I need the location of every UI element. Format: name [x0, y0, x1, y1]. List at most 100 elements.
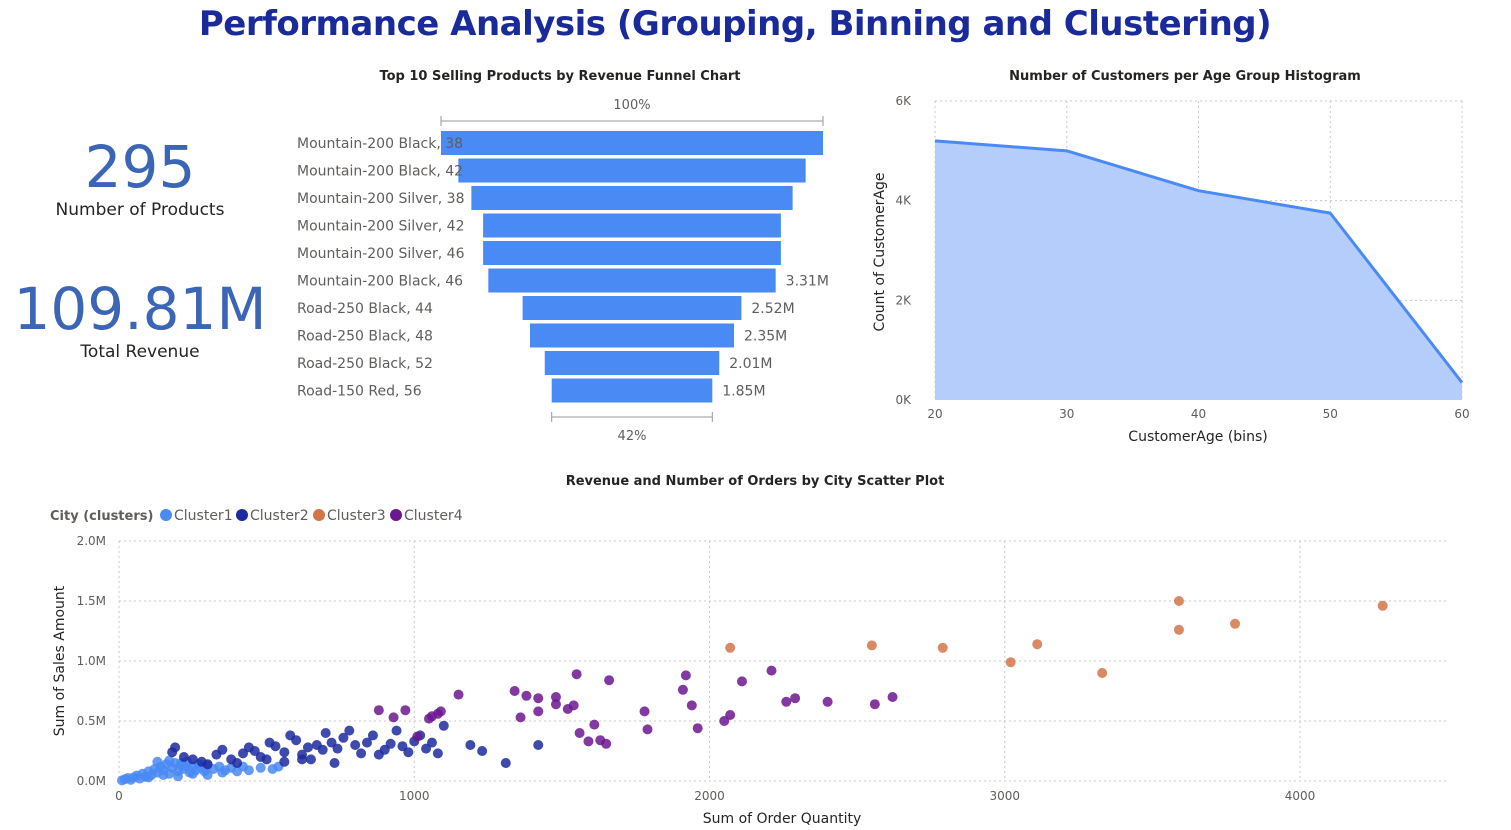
scatter-x-tick-label: 1000: [399, 789, 430, 803]
scatter-point: [822, 696, 833, 707]
scatter-point: [725, 710, 736, 720]
scatter-point: [515, 712, 526, 723]
scatter-point: [571, 669, 582, 680]
scatter-point: [170, 742, 181, 753]
scatter-point: [680, 670, 691, 681]
scatter-point: [562, 704, 573, 714]
area-x-tick-label: 20: [927, 407, 942, 421]
funnel-category-label: Mountain-200 Black, 42: [297, 164, 463, 180]
scatter-point: [338, 732, 349, 743]
area-y-axis-label: Count of CustomerAge: [872, 172, 888, 331]
kpi-products-value: 295: [84, 133, 196, 201]
scatter-point: [412, 731, 423, 742]
scatter-point: [574, 728, 585, 738]
kpi-revenue-label: Total Revenue: [80, 342, 200, 362]
funnel-data-label: 2.01M: [729, 356, 772, 372]
funnel-category-label: Mountain-200 Black, 38: [297, 136, 463, 152]
funnel-category-label: Road-250 Black, 48: [297, 329, 433, 345]
funnel-bar: [471, 186, 793, 210]
scatter-x-tick-label: 2000: [694, 789, 725, 803]
area-y-tick-label: 4K: [895, 194, 912, 208]
scatter-point: [766, 665, 777, 676]
scatter-point: [533, 740, 544, 750]
scatter-point: [509, 686, 520, 696]
scatter-x-tick-label: 0: [115, 789, 123, 803]
scatter-point: [302, 742, 313, 753]
funnel-top-percent-label: 100%: [613, 98, 650, 113]
kpi-total-revenue: 109.81M Total Revenue: [10, 280, 270, 362]
scatter-point: [426, 711, 437, 722]
scatter-y-tick-label: 1.0M: [77, 654, 106, 668]
scatter-point: [279, 756, 290, 767]
histogram-chart-title: Number of Customers per Age Group Histog…: [1009, 69, 1361, 84]
scatter-point: [887, 692, 898, 702]
scatter-point: [332, 743, 343, 754]
scatter-point: [453, 689, 464, 700]
area-y-tick-label: 2K: [895, 293, 912, 307]
scatter-point: [297, 754, 308, 765]
scatter-legend-label: Cluster1: [174, 508, 233, 524]
scatter-point: [178, 752, 189, 762]
scatter-point: [329, 758, 340, 768]
scatter-legend-marker: [313, 509, 325, 521]
scatter-point: [521, 690, 532, 701]
scatter-point: [937, 642, 948, 653]
scatter-point: [367, 730, 378, 741]
scatter-point: [388, 712, 399, 723]
scatter-point: [677, 684, 688, 695]
funnel-bar: [522, 296, 742, 320]
scatter-point: [869, 699, 880, 710]
scatter-point: [356, 748, 367, 759]
scatter-point: [604, 675, 615, 686]
scatter-point: [217, 744, 228, 755]
area-x-axis-label: CustomerAge (bins): [1128, 429, 1267, 445]
scatter-point: [403, 747, 414, 758]
scatter-point: [255, 762, 266, 773]
scatter-point: [533, 706, 544, 717]
area-y-tick-label: 6K: [895, 94, 912, 108]
scatter-point: [187, 754, 198, 765]
scatter-point: [350, 740, 361, 750]
scatter-point: [426, 737, 437, 748]
scatter-legend-label: Cluster4: [404, 508, 463, 524]
funnel-bar: [544, 351, 720, 375]
scatter-legend-title: City (clusters): [50, 509, 153, 524]
scatter-point: [866, 640, 877, 651]
scatter-point: [1377, 600, 1388, 611]
scatter-point: [270, 741, 281, 752]
scatter-point: [642, 724, 653, 735]
scatter-y-tick-label: 1.5M: [77, 594, 106, 608]
scatter-point: [400, 705, 411, 716]
scatter-point: [385, 738, 396, 749]
scatter-point: [317, 744, 328, 755]
scatter-point: [465, 740, 476, 750]
scatter-point: [279, 747, 290, 758]
scatter-legend-label: Cluster3: [327, 508, 386, 524]
kpi-products-label: Number of Products: [55, 200, 225, 220]
funnel-category-label: Mountain-200 Silver, 42: [297, 219, 464, 235]
funnel-bar: [551, 378, 713, 403]
scatter-point: [391, 725, 402, 736]
area-x-tick-label: 50: [1323, 407, 1338, 421]
scatter-point: [589, 719, 600, 730]
scatter-y-tick-label: 0.0M: [77, 774, 106, 788]
funnel-chart-title: Top 10 Selling Products by Revenue Funne…: [379, 69, 741, 84]
scatter-point: [790, 693, 801, 704]
scatter-point: [1230, 618, 1241, 629]
funnel-bar: [483, 213, 781, 238]
scatter-y-axis-label: Sum of Sales Amount: [52, 585, 68, 736]
scatter-x-axis-label: Sum of Order Quantity: [703, 811, 862, 827]
funnel-category-label: Road-150 Red, 56: [297, 384, 422, 400]
scatter-point: [173, 771, 184, 782]
funnel-data-label: 1.85M: [722, 384, 765, 400]
scatter-point: [533, 693, 544, 704]
scatter-point: [181, 761, 192, 772]
scatter-point: [781, 696, 792, 707]
scatter-chart-title: Revenue and Number of Orders by City Sca…: [565, 474, 945, 489]
scatter-x-tick-label: 4000: [1285, 789, 1316, 803]
scatter-point: [261, 754, 272, 765]
scatter-point: [202, 759, 213, 770]
